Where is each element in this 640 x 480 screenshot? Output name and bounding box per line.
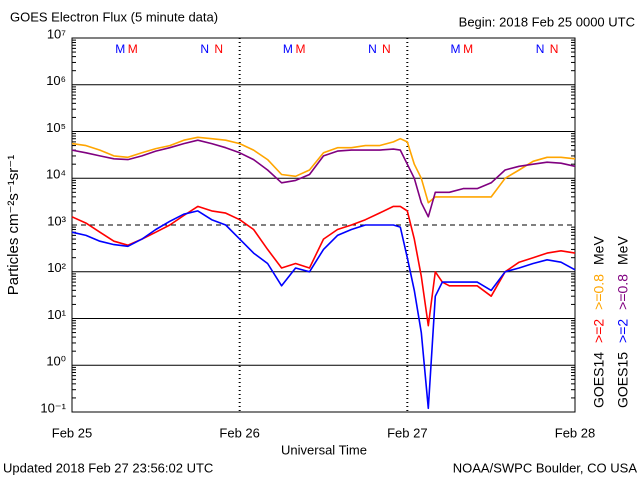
footer-right: NOAA/SWPC Boulder, CO USA [453, 460, 638, 475]
series-line [71, 210, 576, 410]
x-tick-label: Feb 28 [555, 425, 595, 440]
y-tick-label: 10² [47, 260, 66, 275]
x-tick-label: Feb 27 [387, 425, 427, 440]
y-tick-label: 10³ [47, 213, 66, 228]
legend-entry: >=2 [615, 319, 631, 343]
legend-unit: MeV [615, 236, 631, 265]
annotation: M [128, 42, 138, 56]
y-tick-label: 10⁵ [46, 120, 66, 135]
legend-entry: >=0.8 [615, 274, 631, 310]
series-line [71, 205, 576, 327]
annotation: N [536, 42, 545, 56]
annotation: N [200, 42, 209, 56]
annotation: M [115, 42, 125, 56]
y-axis-label: Particles cm⁻²s⁻¹sr⁻¹ [5, 155, 22, 295]
y-tick-label: 10⁴ [46, 167, 66, 182]
annotation: N [550, 42, 559, 56]
chart-title: GOES Electron Flux (5 minute data) [10, 9, 218, 24]
legend-group: GOES14 [591, 352, 607, 408]
y-tick-label: 10⁻¹ [40, 400, 66, 415]
series-line [71, 136, 576, 204]
chart-subtitle: Begin: 2018 Feb 25 0000 UTC [459, 14, 635, 29]
legend-entry: >=0.8 [591, 274, 607, 310]
x-tick-label: Feb 26 [219, 425, 259, 440]
legend-unit: MeV [591, 236, 607, 265]
annotation: M [463, 42, 473, 56]
legend-entry: >=2 [591, 319, 607, 343]
annotation: M [283, 42, 293, 56]
y-tick-label: 10⁷ [47, 26, 66, 41]
footer-left: Updated 2018 Feb 27 23:56:02 UTC [3, 460, 213, 475]
y-tick-label: 10¹ [47, 307, 66, 322]
legend-group: GOES15 [615, 352, 631, 408]
annotation: M [295, 42, 305, 56]
annotation: N [214, 42, 223, 56]
annotation: M [451, 42, 461, 56]
plot-frame [71, 37, 576, 413]
y-tick-label: 10⁰ [46, 354, 66, 369]
annotation: N [382, 42, 391, 56]
x-axis-label: Universal Time [281, 442, 367, 457]
y-tick-label: 10⁶ [46, 73, 66, 88]
x-tick-label: Feb 25 [52, 425, 92, 440]
annotation: N [368, 42, 377, 56]
series-line [71, 139, 576, 218]
